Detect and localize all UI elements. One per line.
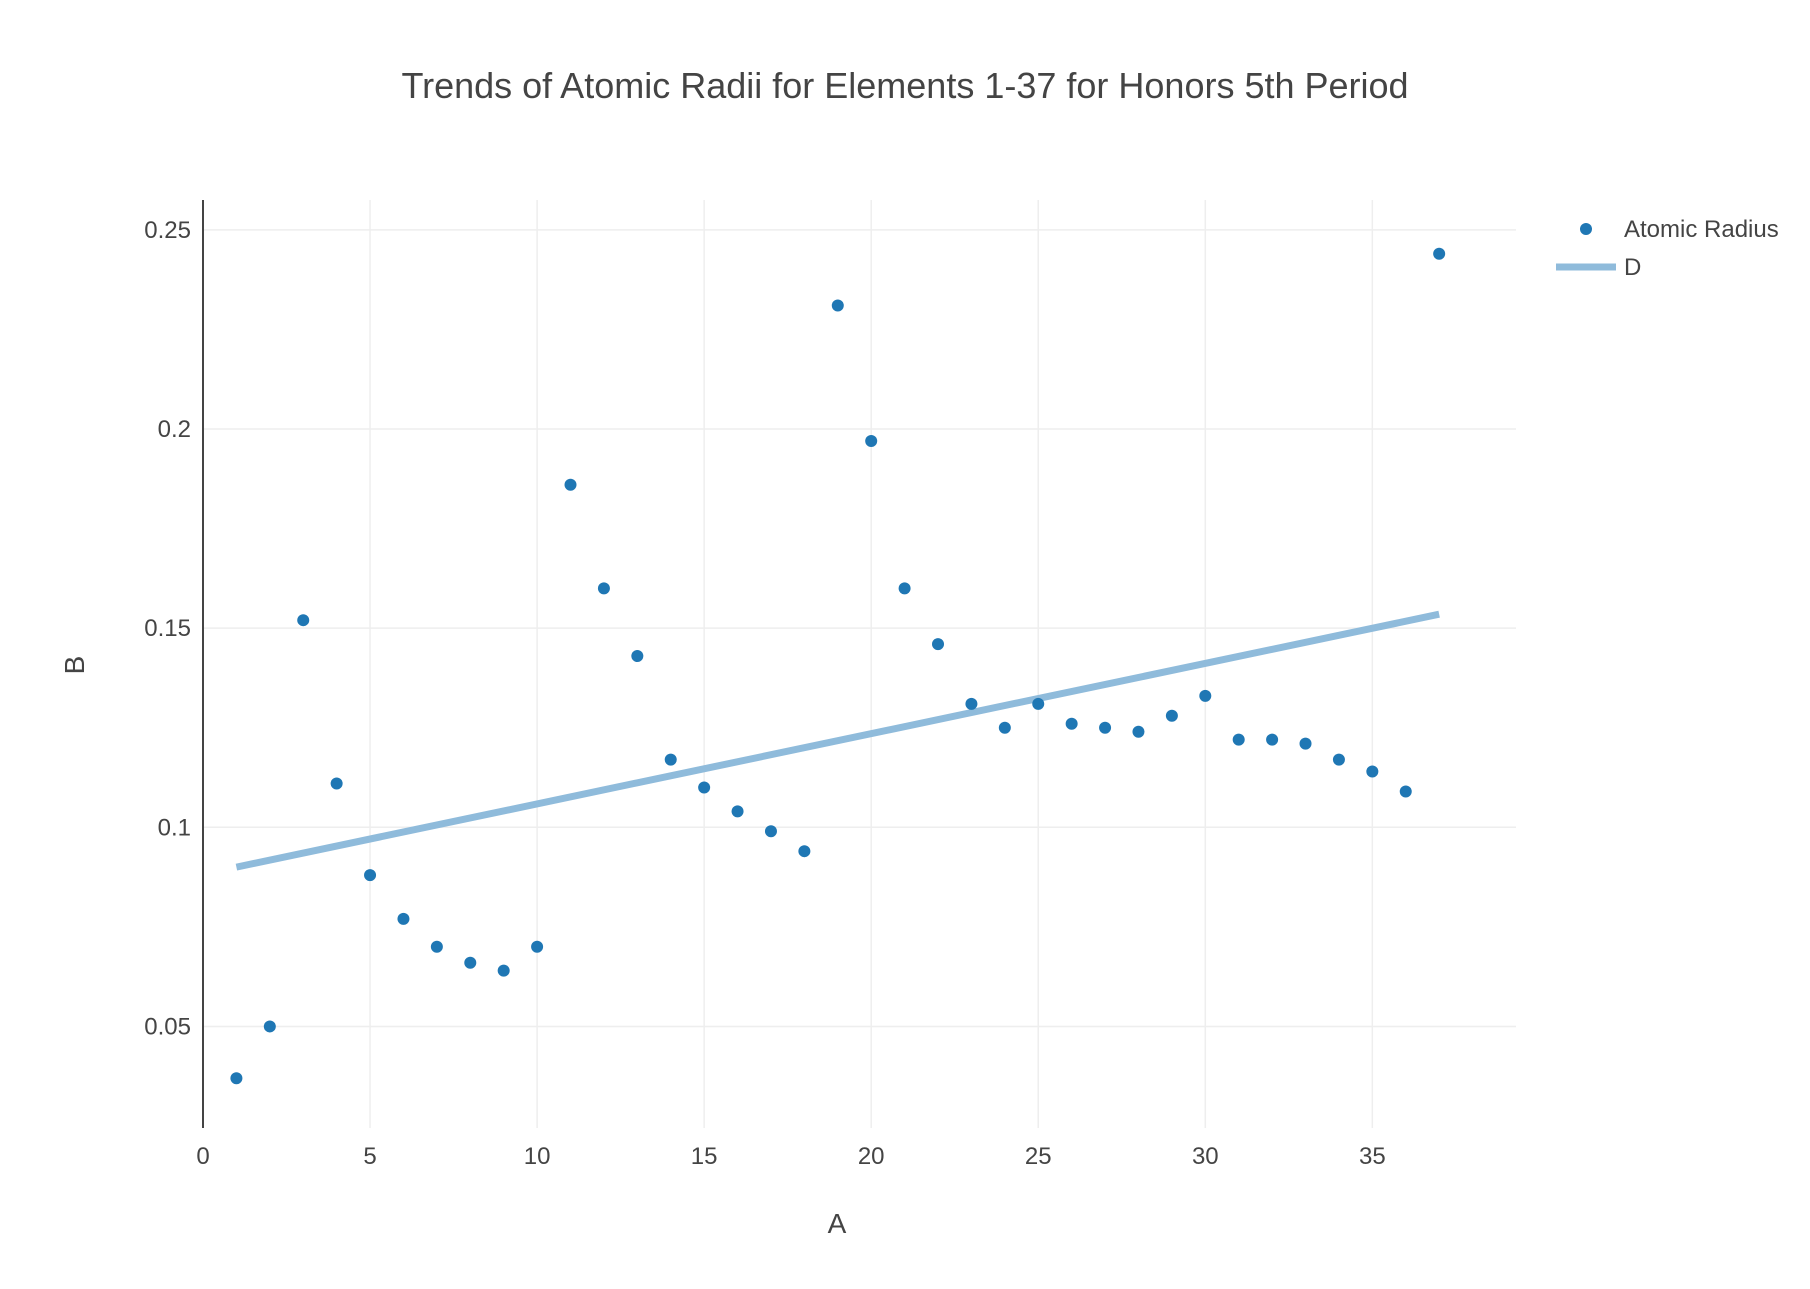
data-point[interactable] (531, 940, 544, 953)
data-point[interactable] (464, 956, 477, 969)
data-point[interactable] (430, 940, 443, 953)
x-tick-label: 30 (1192, 1143, 1219, 1170)
chart-title: Trends of Atomic Radii for Elements 1-37… (401, 65, 1408, 106)
y-tick-label: 0.2 (158, 416, 191, 443)
data-point[interactable] (330, 777, 343, 790)
data-point[interactable] (1299, 737, 1312, 750)
fit-line-d[interactable] (235, 610, 1440, 871)
y-tick-label: 0.25 (144, 217, 191, 244)
x-tick-label: 0 (196, 1143, 209, 1170)
data-point[interactable] (1032, 697, 1045, 710)
x-tick-label: 15 (691, 1143, 718, 1170)
data-point[interactable] (564, 478, 577, 491)
data-point[interactable] (364, 869, 377, 882)
data-point[interactable] (597, 582, 610, 595)
data-point[interactable] (397, 912, 410, 925)
legend-marker-atomic-radius[interactable] (1580, 223, 1592, 235)
data-point[interactable] (1366, 765, 1379, 778)
data-point[interactable] (1332, 753, 1345, 766)
data-point[interactable] (1199, 689, 1212, 702)
data-point[interactable] (297, 614, 310, 627)
data-point[interactable] (932, 638, 945, 651)
data-point[interactable] (230, 1072, 243, 1085)
data-point[interactable] (898, 582, 911, 595)
data-point[interactable] (831, 299, 844, 312)
x-tick-label: 5 (363, 1143, 376, 1170)
axes: 0 5 10 15 20 25 30 35 0.05 0.1 0.15 0.2 0.25 (144, 200, 1386, 1170)
data-point[interactable] (1165, 709, 1178, 722)
data-point[interactable] (731, 805, 744, 818)
legend[interactable]: Atomic Radius D (1556, 216, 1779, 281)
data-point[interactable] (1132, 725, 1145, 738)
series-layer (230, 247, 1446, 1085)
data-point[interactable] (263, 1020, 276, 1033)
x-tick-label: 25 (1025, 1143, 1052, 1170)
data-point[interactable] (1399, 785, 1412, 798)
legend-label[interactable]: Atomic Radius (1624, 216, 1779, 243)
x-axis-title: A (828, 1208, 847, 1239)
legend-label[interactable]: D (1624, 254, 1641, 281)
data-point[interactable] (664, 753, 677, 766)
data-point[interactable] (1433, 247, 1446, 260)
grid-lines (203, 200, 1516, 1128)
data-point[interactable] (1065, 717, 1078, 730)
data-point[interactable] (865, 434, 878, 447)
x-tick-label: 35 (1359, 1143, 1386, 1170)
y-tick-label: 0.1 (158, 814, 191, 841)
data-point[interactable] (497, 964, 510, 977)
x-tick-label: 20 (858, 1143, 885, 1170)
y-axis-title: B (59, 656, 90, 675)
data-point[interactable] (1232, 733, 1245, 746)
y-tick-label: 0.05 (144, 1013, 191, 1040)
data-point[interactable] (965, 697, 978, 710)
data-point[interactable] (1099, 721, 1112, 734)
data-point[interactable] (998, 721, 1011, 734)
data-point[interactable] (798, 845, 811, 858)
y-tick-label: 0.15 (144, 615, 191, 642)
data-point[interactable] (631, 650, 644, 663)
data-point[interactable] (1266, 733, 1279, 746)
x-tick-label: 10 (524, 1143, 551, 1170)
data-point[interactable] (764, 825, 777, 838)
data-point[interactable] (698, 781, 711, 794)
